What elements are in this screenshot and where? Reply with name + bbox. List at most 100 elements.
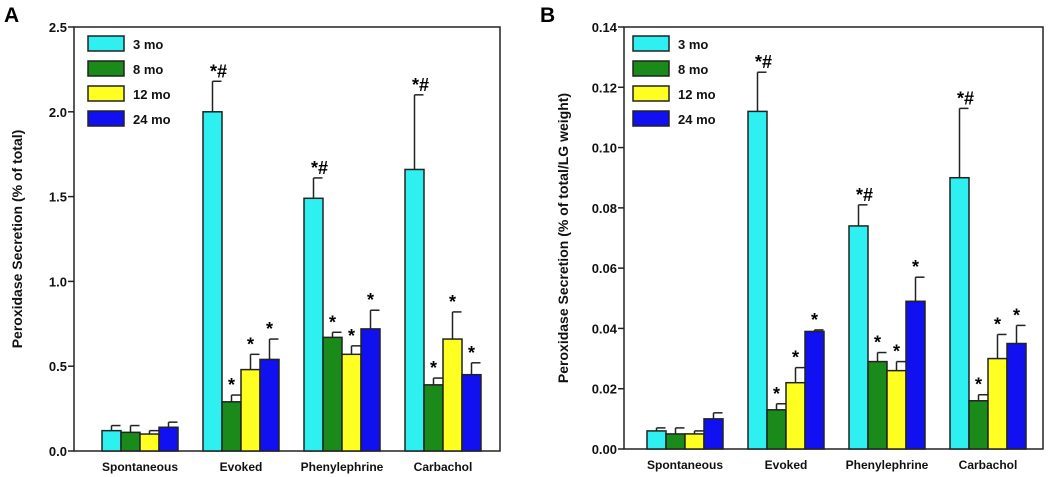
y-tick-label: 0.08: [592, 201, 617, 216]
x-category-label: Evoked: [220, 460, 263, 474]
bar-12-mo: [341, 353, 362, 452]
significance-marker: *: [468, 343, 475, 363]
bar-12-mo: [886, 369, 907, 450]
bar-8-mo: [120, 431, 141, 452]
y-axis-title: Peroxidase Secretion (% of total): [9, 130, 25, 349]
significance-marker: *: [893, 342, 900, 362]
significance-marker: *: [1013, 305, 1020, 325]
bar-24-mo: [703, 418, 724, 450]
legend-label: 24 mo: [678, 112, 716, 127]
chart-panel-a: A 0.0 0.5 1.0 1.5 2.0 2.5 Peroxidase Secretion …: [4, 4, 501, 474]
bar-24-mo: [259, 358, 280, 452]
bar-12-mo: [240, 368, 261, 452]
bar-8-mo: [968, 400, 989, 450]
significance-marker: *: [811, 310, 818, 330]
legend-label: 3 mo: [133, 37, 163, 52]
bar-8-mo: [665, 433, 686, 450]
bar-24-mo: [158, 426, 179, 452]
y-tick-label: 1.5: [49, 190, 67, 205]
legend-swatch: [87, 110, 125, 127]
bar-12-mo: [139, 433, 160, 452]
y-tick-label: 0.14: [592, 20, 618, 35]
bar-8-mo: [766, 409, 787, 450]
y-tick-label: 0.10: [592, 141, 617, 156]
significance-marker: *#: [957, 88, 974, 108]
significance-marker: *: [792, 348, 799, 368]
significance-marker: *: [348, 326, 355, 346]
significance-marker: *: [266, 319, 273, 339]
legend-label: 3 mo: [678, 37, 708, 52]
y-tick-label: 0.06: [592, 261, 617, 276]
y-axis-title: Peroxidase Secretion (% of total/LG weig…: [555, 93, 571, 383]
bar-8-mo: [322, 336, 343, 452]
y-tick-label: 0.12: [592, 80, 617, 95]
significance-marker: *#: [755, 52, 772, 72]
bar-24-mo: [360, 328, 381, 452]
significance-marker: *: [247, 334, 254, 354]
y-tick-label: 0.5: [49, 359, 67, 374]
legend-label: 12 mo: [133, 87, 171, 102]
bar-24-mo: [461, 373, 482, 452]
bar-12-mo: [987, 357, 1008, 450]
bar-3-mo: [202, 111, 223, 452]
x-category-label: Carbachol: [414, 460, 473, 474]
bar-12-mo: [442, 338, 463, 452]
legend-swatch: [632, 110, 670, 127]
significance-marker: *: [994, 314, 1001, 334]
significance-marker: *: [912, 257, 919, 277]
significance-marker: *: [367, 290, 374, 310]
bar-8-mo: [867, 360, 888, 450]
significance-marker: *#: [210, 61, 227, 81]
x-category-label: Phenylephrine: [301, 460, 384, 474]
legend-label: 8 mo: [678, 62, 708, 77]
significance-marker: *: [874, 333, 881, 353]
significance-marker: *: [228, 375, 235, 395]
bar-3-mo: [949, 176, 970, 450]
legend-swatch: [632, 60, 670, 77]
y-tick-label: 1.0: [49, 274, 67, 289]
significance-marker: *: [975, 375, 982, 395]
bar-12-mo: [684, 433, 705, 450]
significance-marker: *#: [412, 75, 429, 95]
chart-panel-b: B 0.00 0.02 0.04 0.06 0.08 0.10 0.12 0.14 Peroxid…: [540, 4, 1044, 472]
y-tick-label: 0.0: [49, 444, 67, 459]
y-tick-label: 2.0: [49, 105, 67, 120]
legend-label: 24 mo: [133, 112, 171, 127]
y-tick-label: 0.04: [592, 321, 618, 336]
y-tick-label: 0.00: [592, 442, 617, 457]
bar-3-mo: [848, 225, 869, 450]
bar-3-mo: [404, 168, 425, 452]
significance-marker: *: [329, 312, 336, 332]
x-category-label: Spontaneous: [102, 460, 178, 474]
bar-8-mo: [221, 401, 242, 452]
bar-24-mo: [804, 330, 825, 450]
y-tick-label: 0.02: [592, 382, 617, 397]
x-category-label: Carbachol: [959, 458, 1018, 472]
bar-3-mo: [646, 430, 667, 450]
legend-label: 12 mo: [678, 87, 716, 102]
legend-swatch: [632, 85, 670, 102]
legend-swatch: [87, 85, 125, 102]
x-category-label: Phenylephrine: [846, 458, 929, 472]
bar-12-mo: [785, 381, 806, 450]
legend-swatch: [87, 60, 125, 77]
bar-3-mo: [303, 197, 324, 452]
bar-24-mo: [1006, 342, 1027, 450]
significance-marker: *: [449, 292, 456, 312]
y-tick-label: 2.5: [49, 20, 67, 35]
significance-marker: *: [773, 384, 780, 404]
bar-3-mo: [747, 110, 768, 450]
legend-swatch: [87, 35, 125, 52]
panel-label: A: [4, 4, 19, 27]
x-category-label: Spontaneous: [647, 458, 723, 472]
significance-marker: *#: [311, 158, 328, 178]
significance-marker: *: [430, 358, 437, 378]
legend-label: 8 mo: [133, 62, 163, 77]
x-category-label: Evoked: [765, 458, 808, 472]
plot-frame: [73, 26, 501, 452]
plot-frame: [623, 26, 1044, 450]
bar-3-mo: [101, 429, 122, 452]
bar-24-mo: [905, 300, 926, 450]
significance-marker: *#: [856, 185, 873, 205]
